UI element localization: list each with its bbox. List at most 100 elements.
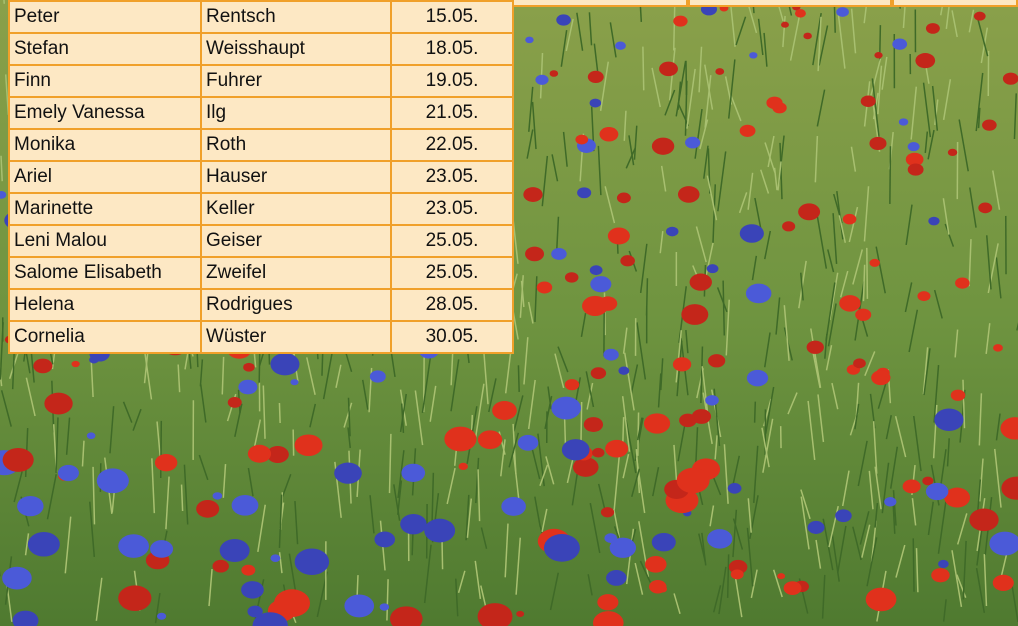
poppy	[241, 565, 255, 576]
cornflower	[401, 464, 425, 482]
poppy	[492, 401, 517, 420]
poppy	[807, 341, 824, 354]
poppy	[948, 149, 957, 156]
grass-blade	[890, 146, 891, 204]
poppy	[766, 97, 782, 109]
poppy	[853, 358, 866, 368]
cornflower	[746, 284, 772, 304]
poppy	[274, 589, 310, 617]
poppy	[118, 585, 151, 611]
cornflower	[705, 395, 719, 405]
cornflower	[603, 349, 618, 361]
poppy	[3, 448, 34, 472]
cornflower	[707, 529, 732, 548]
poppy	[908, 164, 924, 176]
poppy	[982, 120, 997, 131]
grass-blade	[728, 554, 729, 598]
poppy	[782, 221, 795, 231]
poppy	[974, 12, 986, 21]
poppy	[678, 186, 700, 203]
table-row: HelenaRodrigues28.05.	[9, 289, 513, 321]
last-name: Zweifel	[201, 257, 391, 289]
last-name: Rentsch	[201, 1, 391, 33]
table-row: Emely VanessaIlg21.05.	[9, 97, 513, 129]
date: 30.05.	[391, 321, 513, 353]
first-name: Ariel	[9, 161, 201, 193]
poppy	[537, 282, 552, 294]
last-name: Geiser	[201, 225, 391, 257]
poppy	[690, 274, 712, 291]
cornflower	[544, 534, 580, 562]
poppy	[969, 509, 998, 532]
last-name: Roth	[201, 129, 391, 161]
date: 25.05.	[391, 225, 513, 257]
poppy	[33, 359, 52, 374]
poppy	[993, 575, 1014, 591]
cornflower	[551, 248, 566, 260]
first-name: Emely Vanessa	[9, 97, 201, 129]
poppy	[777, 573, 785, 579]
table-row: Salome ElisabethZweifel25.05.	[9, 257, 513, 289]
poppy	[926, 23, 940, 34]
poppy	[565, 272, 579, 282]
poppy	[44, 393, 72, 415]
table-row: MonikaRoth22.05.	[9, 129, 513, 161]
first-name: Salome Elisabeth	[9, 257, 201, 289]
poppy	[677, 468, 710, 493]
poppy	[620, 255, 635, 266]
poppy	[855, 309, 871, 321]
poppy	[248, 445, 271, 463]
poppy	[584, 417, 603, 432]
poppy	[608, 227, 630, 244]
page: PeterRentsch15.05.StefanWeisshaupt18.05.…	[0, 0, 1018, 626]
cornflower	[2, 567, 32, 590]
poppy	[869, 137, 886, 150]
grass-blade	[913, 538, 914, 591]
last-name: Ilg	[201, 97, 391, 129]
cornflower	[590, 99, 602, 108]
cornflower	[808, 521, 825, 534]
cornflower	[590, 276, 611, 292]
poppy	[931, 568, 949, 582]
poppy	[839, 295, 860, 312]
poppy	[803, 33, 812, 40]
cornflower	[295, 549, 330, 576]
first-name: Cornelia	[9, 321, 201, 353]
cornflower	[749, 52, 757, 58]
cornflower	[892, 38, 907, 49]
last-name: Wüster	[201, 321, 391, 353]
grass-blade	[182, 485, 183, 511]
poppy	[617, 193, 631, 204]
last-name: Fuhrer	[201, 65, 391, 97]
cornflower	[606, 570, 627, 586]
cornflower	[290, 379, 298, 385]
cornflower	[334, 463, 362, 484]
poppy	[444, 427, 476, 452]
poppy	[740, 125, 756, 137]
poppy	[798, 203, 820, 220]
poppy	[592, 448, 604, 458]
last-name: Hauser	[201, 161, 391, 193]
cornflower	[535, 75, 548, 85]
cornflower	[518, 435, 539, 451]
poppy	[978, 203, 992, 214]
cornflower	[220, 539, 250, 562]
cornflower	[740, 224, 764, 243]
cornflower	[577, 187, 591, 198]
poppy	[516, 611, 524, 617]
poppy	[295, 434, 323, 456]
last-name: Keller	[201, 193, 391, 225]
grass-blade	[279, 403, 280, 423]
poppy	[679, 414, 697, 427]
cornflower	[747, 370, 768, 386]
cornflower	[934, 409, 963, 432]
table-row: Leni MalouGeiser25.05.	[9, 225, 513, 257]
grass-blade	[755, 402, 756, 423]
poppy	[652, 138, 674, 155]
poppy	[459, 463, 468, 470]
cornflower	[238, 380, 257, 395]
first-name: Leni Malou	[9, 225, 201, 257]
cornflower	[938, 560, 949, 568]
cornflower	[551, 397, 581, 420]
